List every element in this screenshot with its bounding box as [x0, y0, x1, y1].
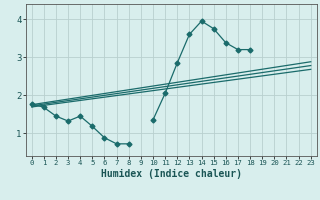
- X-axis label: Humidex (Indice chaleur): Humidex (Indice chaleur): [101, 169, 242, 179]
